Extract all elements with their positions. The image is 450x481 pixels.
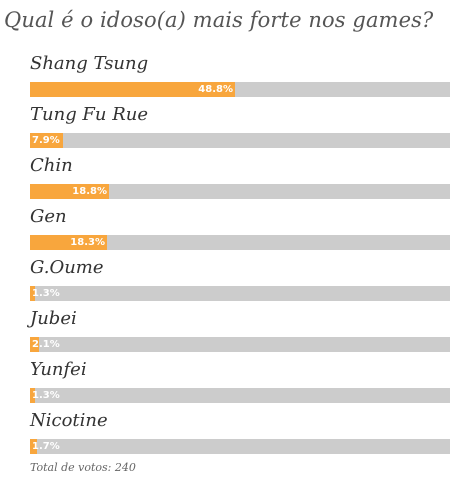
bar-track: 2.1% [30,337,450,352]
poll-option: Yunfei 1.3% [30,359,450,410]
total-votes: Total de votos: 240 [30,461,136,474]
poll-option: Shang Tsung 48.8% [30,53,450,104]
poll-title: Qual é o idoso(a) mais forte nos games? [4,8,434,32]
percent-label: 48.8% [198,84,233,95]
option-label: Tung Fu Rue [30,104,149,125]
percent-label: 7.9% [32,135,60,146]
percent-label: 1.3% [32,288,60,299]
bar-fill [30,388,35,403]
percent-label: 1.7% [32,441,60,452]
percent-label: 18.8% [72,186,107,197]
poll-option: Nicotine 1.7% [30,410,450,461]
bar-fill [30,286,35,301]
option-label: G.Oume [30,257,104,278]
option-label: Yunfei [30,359,87,380]
poll-option: Tung Fu Rue 7.9% [30,104,450,155]
option-label: Chin [30,155,73,176]
poll-option: Chin 18.8% [30,155,450,206]
bar-fill [30,235,107,250]
option-label: Jubei [30,308,77,329]
bar-track: 7.9% [30,133,450,148]
option-label: Nicotine [30,410,108,431]
option-label: Shang Tsung [30,53,149,74]
bar-track: 48.8% [30,82,450,97]
bar-track: 18.8% [30,184,450,199]
percent-label: 18.3% [70,237,105,248]
bar-fill [30,184,109,199]
poll-option: Jubei 2.1% [30,308,450,359]
option-label: Gen [30,206,67,227]
bar-fill [30,133,63,148]
poll-option: G.Oume 1.3% [30,257,450,308]
bar-track: 1.3% [30,286,450,301]
bar-fill [30,337,39,352]
bar-track: 1.3% [30,388,450,403]
poll-option: Gen 18.3% [30,206,450,257]
percent-label: 2.1% [32,339,60,350]
bar-track: 1.7% [30,439,450,454]
bar-fill [30,82,235,97]
percent-label: 1.3% [32,390,60,401]
bar-track: 18.3% [30,235,450,250]
bar-fill [30,439,37,454]
